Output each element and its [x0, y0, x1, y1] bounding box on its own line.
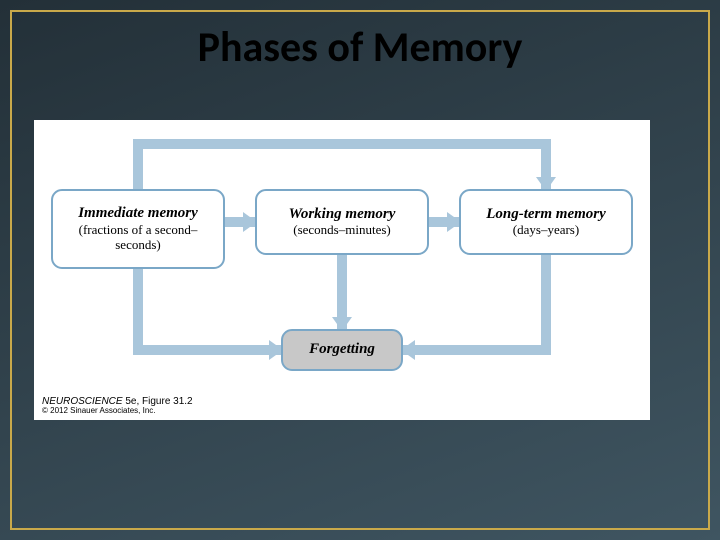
- node-longterm: Long-term memory(days–years): [460, 190, 632, 254]
- slide: Phases of Memory NEUROSCIENCE 5e, Figure…: [0, 0, 720, 540]
- page-title: Phases of Memory: [0, 22, 720, 73]
- node-working: Working memory(seconds–minutes): [256, 190, 428, 254]
- diagram-panel: NEUROSCIENCE 5e, Figure 31.2 © 2012 Sina…: [34, 120, 650, 420]
- node-sublabel: (seconds–minutes): [293, 223, 390, 238]
- attribution: NEUROSCIENCE 5e, Figure 31.2 © 2012 Sina…: [42, 396, 193, 416]
- diagram-svg: [34, 120, 650, 420]
- node-sublabel: (days–years): [513, 223, 579, 238]
- node-immediate: Immediate memory(fractions of a second– …: [52, 190, 224, 268]
- node-label: Long-term memory: [486, 206, 606, 223]
- attribution-line2: © 2012 Sinauer Associates, Inc.: [42, 407, 193, 416]
- node-label: Forgetting: [309, 341, 375, 358]
- node-label: Immediate memory: [78, 205, 198, 222]
- node-sublabel: (fractions of a second– seconds): [79, 223, 198, 253]
- node-label: Working memory: [289, 206, 396, 223]
- node-forgetting: Forgetting: [282, 330, 402, 370]
